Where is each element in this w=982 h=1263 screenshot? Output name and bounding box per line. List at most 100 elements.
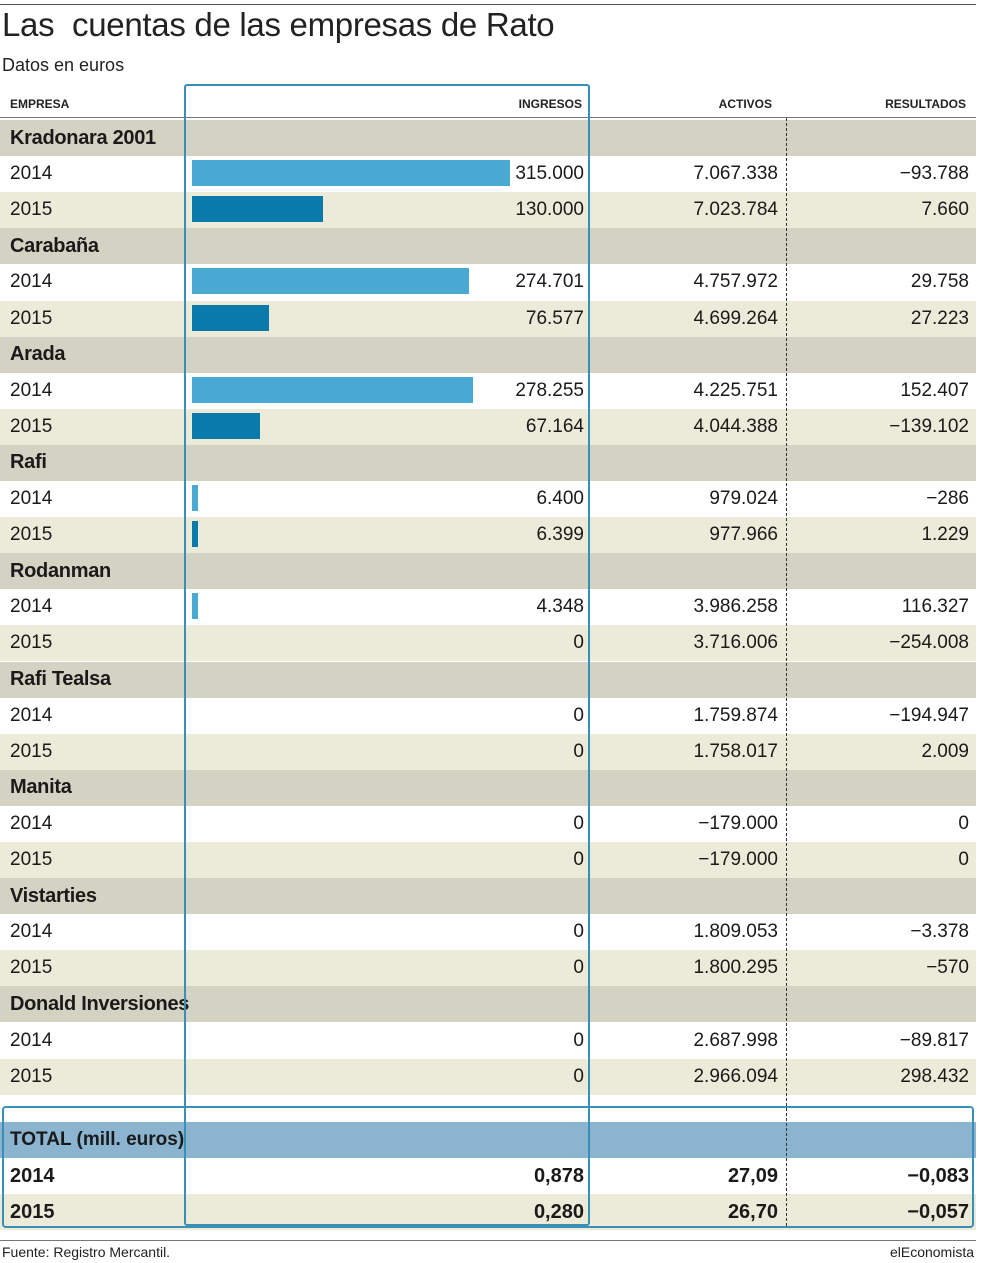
- total-header-row: TOTAL (mill. euros): [0, 1122, 976, 1159]
- column-divider: [786, 118, 787, 1226]
- year-label: 2014: [10, 596, 53, 618]
- resultados-value: 27.223: [910, 307, 969, 329]
- activos-value: 26,70: [727, 1200, 778, 1223]
- company-name: Arada: [10, 343, 66, 366]
- company-name: Rodanman: [10, 559, 111, 582]
- ingresos-value: 76.577: [525, 307, 584, 329]
- resultados-value: −0,083: [907, 1164, 969, 1187]
- activos-value: 2.687.998: [693, 1029, 778, 1051]
- resultados-value: 0: [958, 849, 969, 871]
- resultados-value: 152.407: [900, 379, 969, 401]
- table-row: 2014 4.348 3.986.258 116.327: [0, 589, 976, 626]
- resultados-value: 298.432: [900, 1065, 969, 1087]
- year-label: 2015: [10, 524, 53, 546]
- company-name: Carabaña: [10, 234, 99, 257]
- ingresos-value: 315.000: [515, 163, 584, 185]
- ingresos-value: 0: [573, 812, 584, 834]
- resultados-value: −570: [926, 957, 969, 979]
- year-label: 2015: [10, 307, 53, 329]
- year-label: 2015: [10, 1065, 53, 1087]
- resultados-value: 1.229: [921, 524, 969, 546]
- ingresos-bar: [192, 376, 473, 403]
- resultados-value: −89.817: [899, 1029, 969, 1051]
- table-row: 2015 0 −179.000 0: [0, 842, 976, 879]
- company-name: Rafi Tealsa: [10, 668, 111, 691]
- table-row: 2015 0 1.758.017 2.009: [0, 733, 976, 770]
- activos-value: 1.759.874: [693, 704, 778, 726]
- table-row: 2015 67.164 4.044.388 −139.102: [0, 408, 976, 445]
- ingresos-bar: [192, 521, 199, 548]
- company-name: Kradonara 2001: [10, 126, 156, 149]
- ingresos-value: 0: [573, 704, 584, 726]
- table-row: 2015 0 1.800.295 −570: [0, 950, 976, 987]
- year-label: 2014: [10, 271, 53, 293]
- activos-value: 2.966.094: [693, 1065, 778, 1087]
- company-name: Rafi: [10, 451, 47, 474]
- company-row: Rafi Tealsa: [0, 661, 976, 698]
- year-label: 2015: [10, 199, 53, 221]
- activos-value: 977.966: [709, 524, 778, 546]
- year-label: 2014: [10, 1164, 55, 1187]
- ingresos-value: 0: [573, 1029, 584, 1051]
- year-label: 2015: [10, 632, 53, 654]
- company-name: Vistarties: [10, 884, 97, 907]
- company-row: Rodanman: [0, 553, 976, 590]
- activos-value: 3.986.258: [693, 596, 778, 618]
- activos-value: 7.067.338: [693, 163, 778, 185]
- activos-value: 27,09: [727, 1164, 778, 1187]
- company-row: Kradonara 2001: [0, 120, 976, 157]
- column-header-resultados: RESULTADOS: [885, 97, 966, 111]
- year-label: 2014: [10, 704, 53, 726]
- activos-value: 4.699.264: [693, 307, 778, 329]
- year-label: 2015: [10, 957, 53, 979]
- ingresos-bar: [192, 268, 470, 295]
- year-label: 2014: [10, 921, 53, 943]
- company-name: Donald Inversiones: [10, 992, 190, 1015]
- year-label: 2015: [10, 415, 53, 437]
- table-row: 2014 0 2.687.998 −89.817: [0, 1022, 976, 1059]
- table-row: 2014 278.255 4.225.751 152.407: [0, 372, 976, 409]
- year-label: 2014: [10, 1029, 53, 1051]
- resultados-value: −286: [926, 488, 969, 510]
- year-label: 2014: [10, 488, 53, 510]
- column-header-activos: ACTIVOS: [718, 97, 772, 111]
- table-row: 2014 315.000 7.067.338 −93.788: [0, 156, 976, 193]
- company-row: Carabaña: [0, 228, 976, 265]
- ingresos-bar: [192, 485, 199, 512]
- activos-value: 1.758.017: [693, 740, 778, 762]
- total-row: 2014 0,878 27,09 −0,083: [0, 1158, 976, 1195]
- source-note: Fuente: Registro Mercantil.: [2, 1244, 171, 1260]
- company-row: Arada: [0, 336, 976, 373]
- table-row: 2015 130.000 7.023.784 7.660: [0, 192, 976, 229]
- ingresos-value: 0: [573, 632, 584, 654]
- resultados-value: −194.947: [889, 704, 969, 726]
- resultados-value: 116.327: [901, 596, 969, 618]
- header-rule: [0, 117, 976, 118]
- year-label: 2015: [10, 740, 53, 762]
- brand-logo: elEconomista: [889, 1244, 974, 1260]
- ingresos-bar: [192, 304, 270, 331]
- column-header-empresa: EMPRESA: [10, 97, 70, 111]
- ingresos-value: 0,280: [533, 1200, 584, 1223]
- ingresos-value: 67.164: [525, 415, 584, 437]
- activos-value: 4.757.972: [693, 271, 778, 293]
- resultados-value: 2.009: [921, 740, 969, 762]
- chart-title: Las cuentas de las empresas de Rato: [2, 6, 555, 43]
- total-row: 2015 0,280 26,70 −0,057: [0, 1194, 976, 1231]
- activos-value: 979.024: [709, 488, 778, 510]
- ingresos-value: 0: [573, 740, 584, 762]
- company-row: Manita: [0, 769, 976, 806]
- table-row: 2014 0 1.809.053 −3.378: [0, 914, 976, 951]
- year-label: 2014: [10, 379, 53, 401]
- ingresos-bar: [192, 160, 510, 187]
- ingresos-value: 4.348: [536, 596, 584, 618]
- ingresos-value: 0: [573, 1065, 584, 1087]
- resultados-value: −3.378: [910, 921, 969, 943]
- table-row: 2015 76.577 4.699.264 27.223: [0, 300, 976, 337]
- ingresos-value: 274.701: [515, 271, 584, 293]
- total-label: TOTAL (mill. euros): [10, 1129, 185, 1151]
- ingresos-value: 0: [573, 957, 584, 979]
- ingresos-bar: [192, 196, 324, 223]
- activos-value: 1.800.295: [693, 957, 778, 979]
- table-row: 2014 0 1.759.874 −194.947: [0, 697, 976, 734]
